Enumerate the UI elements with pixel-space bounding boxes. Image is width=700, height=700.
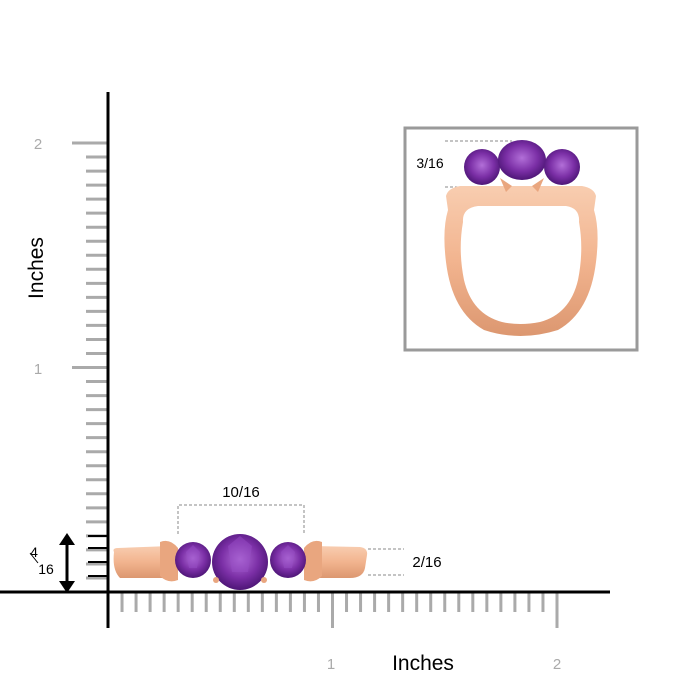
height-indicator: 4 16 [29, 533, 108, 593]
side-height-numerator: 4 [30, 544, 38, 560]
side-height-denominator: 16 [38, 561, 54, 577]
y-axis-title: Inches [25, 237, 48, 299]
inset-height-label: 3/16 [416, 155, 443, 171]
height-dimension: 2/16 [368, 548, 442, 576]
center-amethyst [212, 534, 268, 590]
double-arrow-icon [59, 533, 75, 593]
x-axis-title: Inches [392, 652, 454, 675]
left-amethyst [175, 542, 211, 578]
width-dimension: 10/16 [177, 484, 305, 534]
x-tick-label-2: 2 [553, 656, 561, 673]
y-tick-label-1: 1 [34, 361, 42, 378]
ring-side-view [113, 534, 368, 590]
inset-center-amethyst [498, 140, 546, 180]
right-amethyst [270, 542, 306, 578]
height-label: 2/16 [412, 554, 441, 571]
y-axis-ruler [72, 141, 108, 580]
x-axis-ruler [120, 592, 559, 628]
inset-left-amethyst [464, 149, 500, 185]
width-label: 10/16 [222, 484, 260, 501]
inset-right-amethyst [544, 149, 580, 185]
inset-front-view: 3/16 [403, 126, 639, 352]
y-tick-label-2: 2 [34, 136, 42, 153]
x-tick-label-1: 1 [327, 656, 335, 673]
